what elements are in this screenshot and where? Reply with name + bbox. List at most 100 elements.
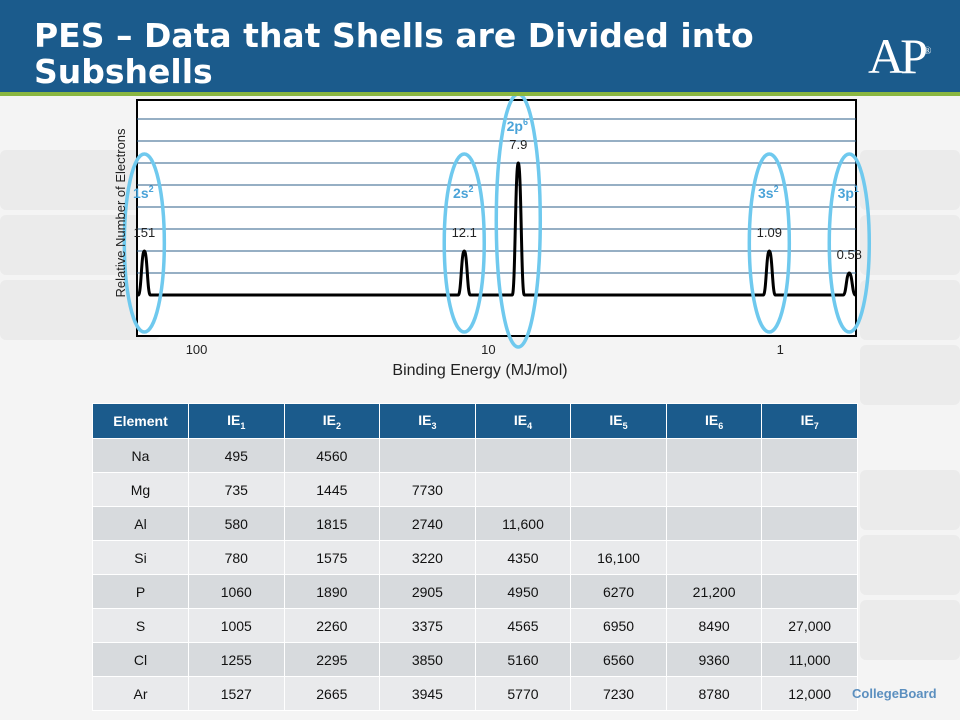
ie-value-cell — [474, 472, 572, 507]
table-row: Mg 735 1445 7730 — [92, 472, 858, 507]
table-row: Si 780 1575 3220 4350 16,100 — [92, 540, 858, 575]
table-row: Al 580 1815 2740 11,600 — [92, 506, 858, 541]
peak-value-label: 0.58 — [837, 247, 862, 262]
ie-value-cell: 4560 — [283, 438, 381, 473]
header-ie1: IE1 — [188, 403, 285, 439]
ie-value-cell: 3850 — [379, 642, 476, 677]
element-cell: Na — [92, 438, 189, 473]
table-header-row: Element IE1 IE2 IE3 IE4 IE5 IE6 IE7 — [92, 403, 858, 439]
ie-value-cell: 5770 — [474, 676, 572, 711]
ie-value-cell — [570, 506, 667, 541]
ie-value-cell: 1005 — [188, 608, 285, 643]
ie-value-cell: 1815 — [283, 506, 381, 541]
element-cell: S — [92, 608, 189, 643]
ie-value-cell — [665, 438, 763, 473]
ie-value-cell: 6270 — [570, 574, 667, 609]
ie-value-cell: 4565 — [474, 608, 572, 643]
ie-value-cell: 7730 — [379, 472, 476, 507]
element-cell: Si — [92, 540, 189, 575]
ie-value-cell — [761, 472, 858, 507]
peak-value-label: 1.09 — [757, 225, 782, 240]
peak-value-label: 151 — [133, 225, 155, 240]
registered-mark: ® — [923, 46, 932, 57]
peak-ellipse — [442, 152, 486, 334]
ie-value-cell: 1445 — [283, 472, 381, 507]
peak-group: 151 1s2 12.1 2s2 7.9 2p6 1.09 3s2 0.58 3p1 — [122, 96, 872, 349]
spectrum-line — [136, 161, 857, 297]
ie-value-cell: 5160 — [474, 642, 572, 677]
ie-value-cell — [761, 574, 858, 609]
x-tick-label: 100 — [186, 342, 208, 357]
table-row: Ar 1527 2665 3945 5770 7230 8780 12,000 — [92, 676, 858, 711]
ie-value-cell: 2295 — [283, 642, 381, 677]
ie-value-cell: 1255 — [188, 642, 285, 677]
ie-value-cell — [665, 506, 763, 541]
ie-value-cell: 1060 — [188, 574, 285, 609]
ie-value-cell: 1575 — [283, 540, 381, 575]
ie-value-cell: 21,200 — [665, 574, 763, 609]
element-cell: Ar — [92, 676, 189, 711]
ie-value-cell — [665, 540, 763, 575]
y-axis-label: Relative Number of Electrons — [113, 128, 128, 298]
tick-labels: 100 10 1 — [186, 342, 784, 357]
ie-value-cell: 1527 — [188, 676, 285, 711]
peak-ellipse — [747, 152, 792, 334]
element-cell: P — [92, 574, 189, 609]
ie-value-cell — [761, 506, 858, 541]
ie-value-cell — [761, 438, 858, 473]
ie-value-cell: 3220 — [379, 540, 476, 575]
ie-value-cell: 2740 — [379, 506, 476, 541]
peak-ellipse — [494, 96, 543, 349]
ie-value-cell — [570, 472, 667, 507]
ie-value-cell: 495 — [188, 438, 285, 473]
peak-ellipse — [827, 152, 872, 334]
ie-value-cell: 2905 — [379, 574, 476, 609]
ie-value-cell: 7230 — [570, 676, 667, 711]
element-cell: Mg — [92, 472, 189, 507]
ie-value-cell — [761, 540, 858, 575]
slide-title: PES – Data that Shells are Divided into … — [34, 16, 754, 91]
element-cell: Cl — [92, 642, 189, 677]
table-row: P 1060 1890 2905 4950 6270 21,200 — [92, 574, 858, 609]
ie-value-cell: 780 — [188, 540, 285, 575]
ie-value-cell — [474, 438, 572, 473]
slide-header: PES – Data that Shells are Divided into … — [0, 0, 960, 96]
ie-value-cell: 12,000 — [761, 676, 858, 711]
ie-value-cell: 2260 — [283, 608, 381, 643]
header-ie3: IE3 — [379, 403, 476, 439]
ie-value-cell: 580 — [188, 506, 285, 541]
table-row: Cl 1255 2295 3850 5160 6560 9360 11,000 — [92, 642, 858, 677]
ie-value-cell: 2665 — [283, 676, 381, 711]
ie-value-cell — [379, 438, 476, 473]
ie-value-cell: 3945 — [379, 676, 476, 711]
peak-value-label: 7.9 — [509, 137, 527, 152]
header-element: Element — [92, 403, 189, 439]
header-ie4: IE4 — [474, 403, 572, 439]
ie-value-cell: 3375 — [379, 608, 476, 643]
ie-value-cell: 11,600 — [474, 506, 572, 541]
ie-value-cell: 27,000 — [761, 608, 858, 643]
ie-value-cell: 8780 — [665, 676, 763, 711]
ie-value-cell: 11,000 — [761, 642, 858, 677]
ie-value-cell: 4950 — [474, 574, 572, 609]
ap-logo: AP® — [868, 30, 948, 82]
element-cell: Al — [92, 506, 189, 541]
header-ie6: IE6 — [665, 403, 763, 439]
peak-value-label: 12.1 — [452, 225, 477, 240]
x-tick-label: 10 — [481, 342, 495, 357]
subshell-label: 3p1 — [838, 184, 859, 201]
ionization-energy-table: Element IE1 IE2 IE3 IE4 IE5 IE6 IE7 Na 495 4560 Mg… — [92, 403, 858, 711]
subshell-label: 2s2 — [453, 184, 474, 201]
ie-value-cell — [665, 472, 763, 507]
ie-value-cell: 1890 — [283, 574, 381, 609]
subshell-label: 2p6 — [507, 117, 528, 134]
ie-value-cell: 9360 — [665, 642, 763, 677]
ie-value-cell: 4350 — [474, 540, 572, 575]
x-tick-label: 1 — [777, 342, 784, 357]
ie-value-cell: 735 — [188, 472, 285, 507]
header-ie2: IE2 — [283, 403, 381, 439]
ap-logo-text: AP — [868, 28, 928, 84]
table-row: Na 495 4560 — [92, 438, 858, 473]
header-ie5: IE5 — [570, 403, 667, 439]
